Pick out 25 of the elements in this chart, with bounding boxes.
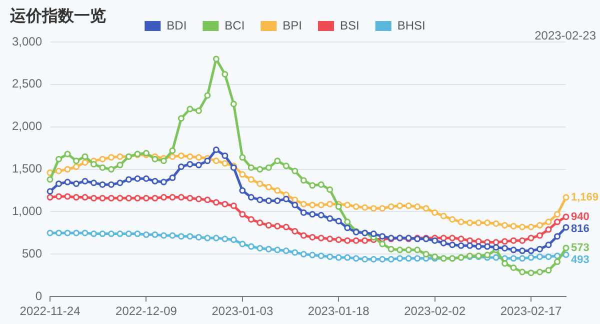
legend-label: BDI xyxy=(166,18,187,32)
legend-label: BCI xyxy=(224,18,245,32)
data-label: 816 xyxy=(571,222,590,235)
y-tick-label: 3,000 xyxy=(12,34,42,48)
data-label: 493 xyxy=(571,254,590,266)
legend-label: BPI xyxy=(282,18,302,32)
x-tick-label: 2022-11-24 xyxy=(20,304,81,318)
legend-label: BSI xyxy=(340,18,360,32)
x-tick-label: 2023-01-03 xyxy=(212,304,274,318)
chart-title: 运价指数一览 xyxy=(10,6,106,27)
legend-label: BHSI xyxy=(397,18,426,32)
x-tick-label: 2023-02-17 xyxy=(500,304,562,318)
data-label: 573 xyxy=(571,242,590,254)
data-label: 1,169 xyxy=(571,191,599,204)
y-tick-label: 500 xyxy=(22,246,42,260)
y-tick-label: 0 xyxy=(35,288,42,303)
y-tick-label: 1,000 xyxy=(12,204,42,218)
x-tick-label: 2022-12-09 xyxy=(116,304,178,318)
x-tick-label: 2023-01-18 xyxy=(308,304,370,318)
data-label: 940 xyxy=(571,210,590,223)
annotation: 2023-02-23 xyxy=(534,28,596,42)
x-tick-label: 2023-02-02 xyxy=(404,304,466,318)
y-tick-label: 2,000 xyxy=(12,119,42,134)
y-tick-label: 1,500 xyxy=(12,162,42,176)
y-tick-label: 2,500 xyxy=(12,76,42,91)
